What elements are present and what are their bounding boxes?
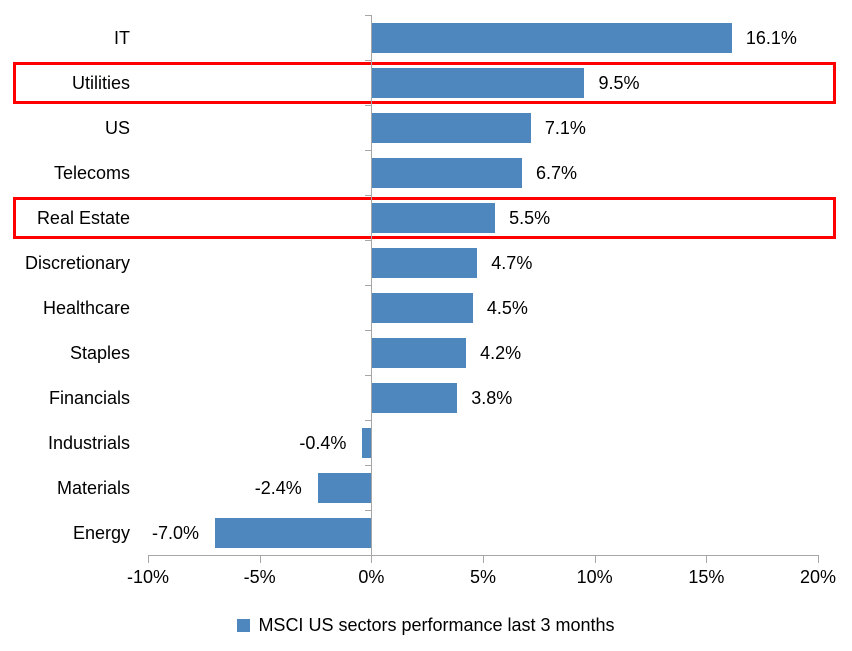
bar: [372, 382, 458, 413]
value-label: -2.4%: [254, 477, 302, 498]
category-axis-tick: [365, 150, 372, 151]
bar: [372, 22, 732, 53]
x-tick-label: 20%: [799, 567, 837, 587]
category-label: IT: [114, 27, 130, 48]
category-label: Financials: [48, 387, 130, 408]
category-label: Staples: [69, 342, 130, 363]
category-label: Utilities: [71, 72, 130, 93]
x-tick-label: 0%: [358, 567, 385, 587]
value-label: 7.1%: [544, 117, 586, 138]
legend-swatch-icon: [237, 618, 251, 632]
bar: [362, 427, 372, 458]
category-label: US: [104, 117, 130, 138]
x-tick-label: 5%: [469, 567, 496, 587]
category-axis-tick: [365, 105, 372, 106]
bar: [372, 157, 522, 188]
value-axis-tick: [594, 555, 596, 563]
bar: [215, 517, 372, 548]
value-axis-tick: [259, 555, 261, 563]
category-axis-tick: [365, 375, 372, 376]
category-label: Materials: [56, 477, 130, 498]
legend-label: MSCI US sectors performance last 3 month…: [258, 614, 615, 635]
category-axis-line: [371, 15, 373, 555]
bar: [372, 337, 467, 368]
category-label: Real Estate: [36, 207, 130, 228]
value-axis-tick: [706, 555, 708, 563]
category-axis-tick: [365, 240, 372, 241]
category-axis-tick: [365, 330, 372, 331]
category-label: Industrials: [47, 432, 130, 453]
value-label: 4.7%: [491, 252, 533, 273]
bar: [372, 202, 496, 233]
x-tick-label: -5%: [243, 567, 276, 587]
value-axis-tick: [371, 555, 373, 563]
category-label: Energy: [72, 522, 130, 543]
category-label: Healthcare: [42, 297, 130, 318]
value-label: 16.1%: [745, 27, 797, 48]
category-axis-tick: [365, 465, 372, 466]
value-label: 4.5%: [486, 297, 528, 318]
category-axis-tick: [365, 285, 372, 286]
bar: [372, 112, 531, 143]
x-tick-label: 15%: [688, 567, 725, 587]
bar: [372, 67, 585, 98]
value-axis-tick: [483, 555, 484, 563]
legend: MSCI US sectors performance last 3 month…: [0, 610, 852, 640]
value-axis-tick: [818, 555, 819, 563]
value-axis-tick: [148, 555, 149, 563]
x-tick-label: 10%: [576, 567, 613, 587]
category-axis-tick: [365, 510, 372, 511]
category-axis-tick: [365, 195, 372, 196]
category-label: Telecoms: [53, 162, 130, 183]
highlight-box-real-estate: [13, 196, 836, 239]
value-label: 9.5%: [598, 72, 640, 93]
category-axis-tick: [365, 60, 372, 61]
bar: [372, 247, 478, 278]
highlight-box-utilities: [13, 61, 836, 104]
value-label: 5.5%: [509, 207, 551, 228]
value-label: -7.0%: [151, 522, 199, 543]
value-label: 6.7%: [535, 162, 577, 183]
value-label: 3.8%: [471, 387, 513, 408]
category-label: Discretionary: [24, 252, 130, 273]
category-axis-tick: [365, 15, 372, 16]
x-tick-label: -10%: [126, 567, 170, 587]
category-axis-tick: [365, 420, 372, 421]
bar: [317, 472, 372, 503]
value-label: -0.4%: [299, 432, 347, 453]
value-label: 4.2%: [480, 342, 522, 363]
bar: [372, 292, 473, 323]
